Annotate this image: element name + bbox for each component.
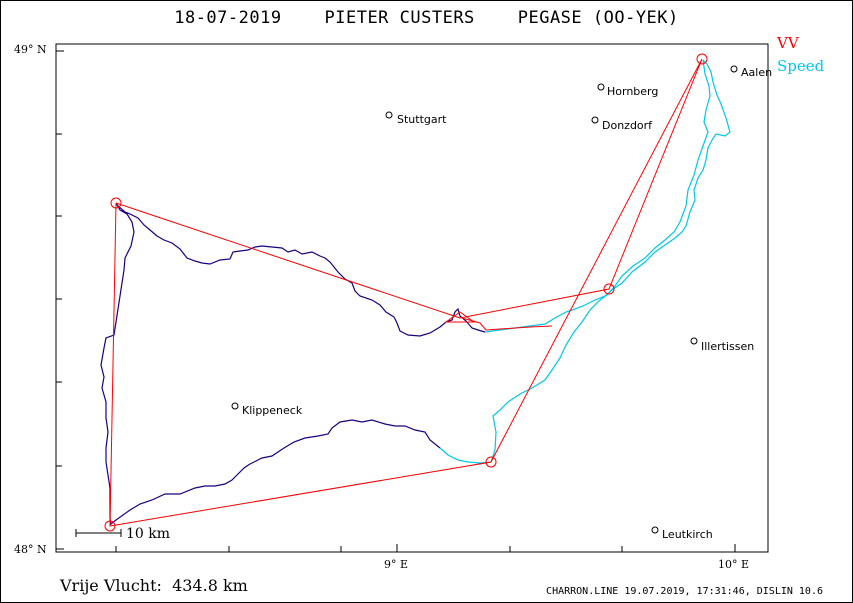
lat-bottom-label: 48° N xyxy=(14,543,47,556)
turnpoint-5 xyxy=(104,520,116,532)
city-marker-hornberg xyxy=(597,83,605,91)
city-label-aalen: Aalen xyxy=(741,66,772,79)
turnpoint-sector xyxy=(444,311,476,323)
city-label-illertissen: Illertissen xyxy=(701,340,754,353)
lat-top-label: 49° N xyxy=(14,43,47,56)
city-markers: Aalen Hornberg Stuttgart Donzdorf Illert… xyxy=(231,65,772,541)
turnpoint-flag xyxy=(461,317,553,331)
turnpoint-1 xyxy=(110,197,122,209)
city-marker-donzdorf xyxy=(591,116,599,124)
city-marker-klippeneck xyxy=(231,402,239,410)
city-label-leutkirch: Leutkirch xyxy=(662,528,713,541)
legend-vv: VV xyxy=(777,34,799,52)
city-marker-stuttgart xyxy=(385,111,393,119)
scale-bar: 10 km xyxy=(75,526,170,542)
speed-segment-east xyxy=(484,59,731,333)
turnpoint-4 xyxy=(485,456,497,468)
legend-speed: Speed xyxy=(777,57,825,75)
city-label-donzdorf: Donzdorf xyxy=(602,119,653,132)
city-label-hornberg: Hornberg xyxy=(607,85,658,98)
task-legs xyxy=(109,58,703,527)
speed-segment-south xyxy=(439,447,492,464)
free-flight-distance: Vrije Vlucht: 434.8 km xyxy=(60,576,248,595)
turnpoint-3 xyxy=(696,53,708,65)
left-axis-ticks xyxy=(56,50,64,550)
city-label-stuttgart: Stuttgart xyxy=(397,113,447,126)
plot-area xyxy=(55,43,769,553)
city-marker-aalen xyxy=(730,65,738,73)
city-label-klippeneck: Klippeneck xyxy=(242,404,303,417)
bottom-axis-ticks xyxy=(115,544,736,552)
task-route xyxy=(104,53,708,532)
speed-track xyxy=(439,59,731,464)
speed-segment-return xyxy=(490,59,711,463)
lon-9-label: 9° E xyxy=(384,558,408,571)
turnpoint-2 xyxy=(603,283,615,295)
footer-info: CHARRON.LINE 19.07.2019, 17:31:46, DISLI… xyxy=(546,586,823,597)
city-marker-leutkirch xyxy=(651,526,659,534)
city-marker-illertissen xyxy=(690,337,698,345)
flight-title: 18-07-2019 PIETER CUSTERS PEGASE (OO-YEK… xyxy=(174,8,679,28)
lon-10-label: 10° E xyxy=(718,558,749,571)
scale-label: 10 km xyxy=(126,526,170,542)
flight-track xyxy=(100,202,486,526)
